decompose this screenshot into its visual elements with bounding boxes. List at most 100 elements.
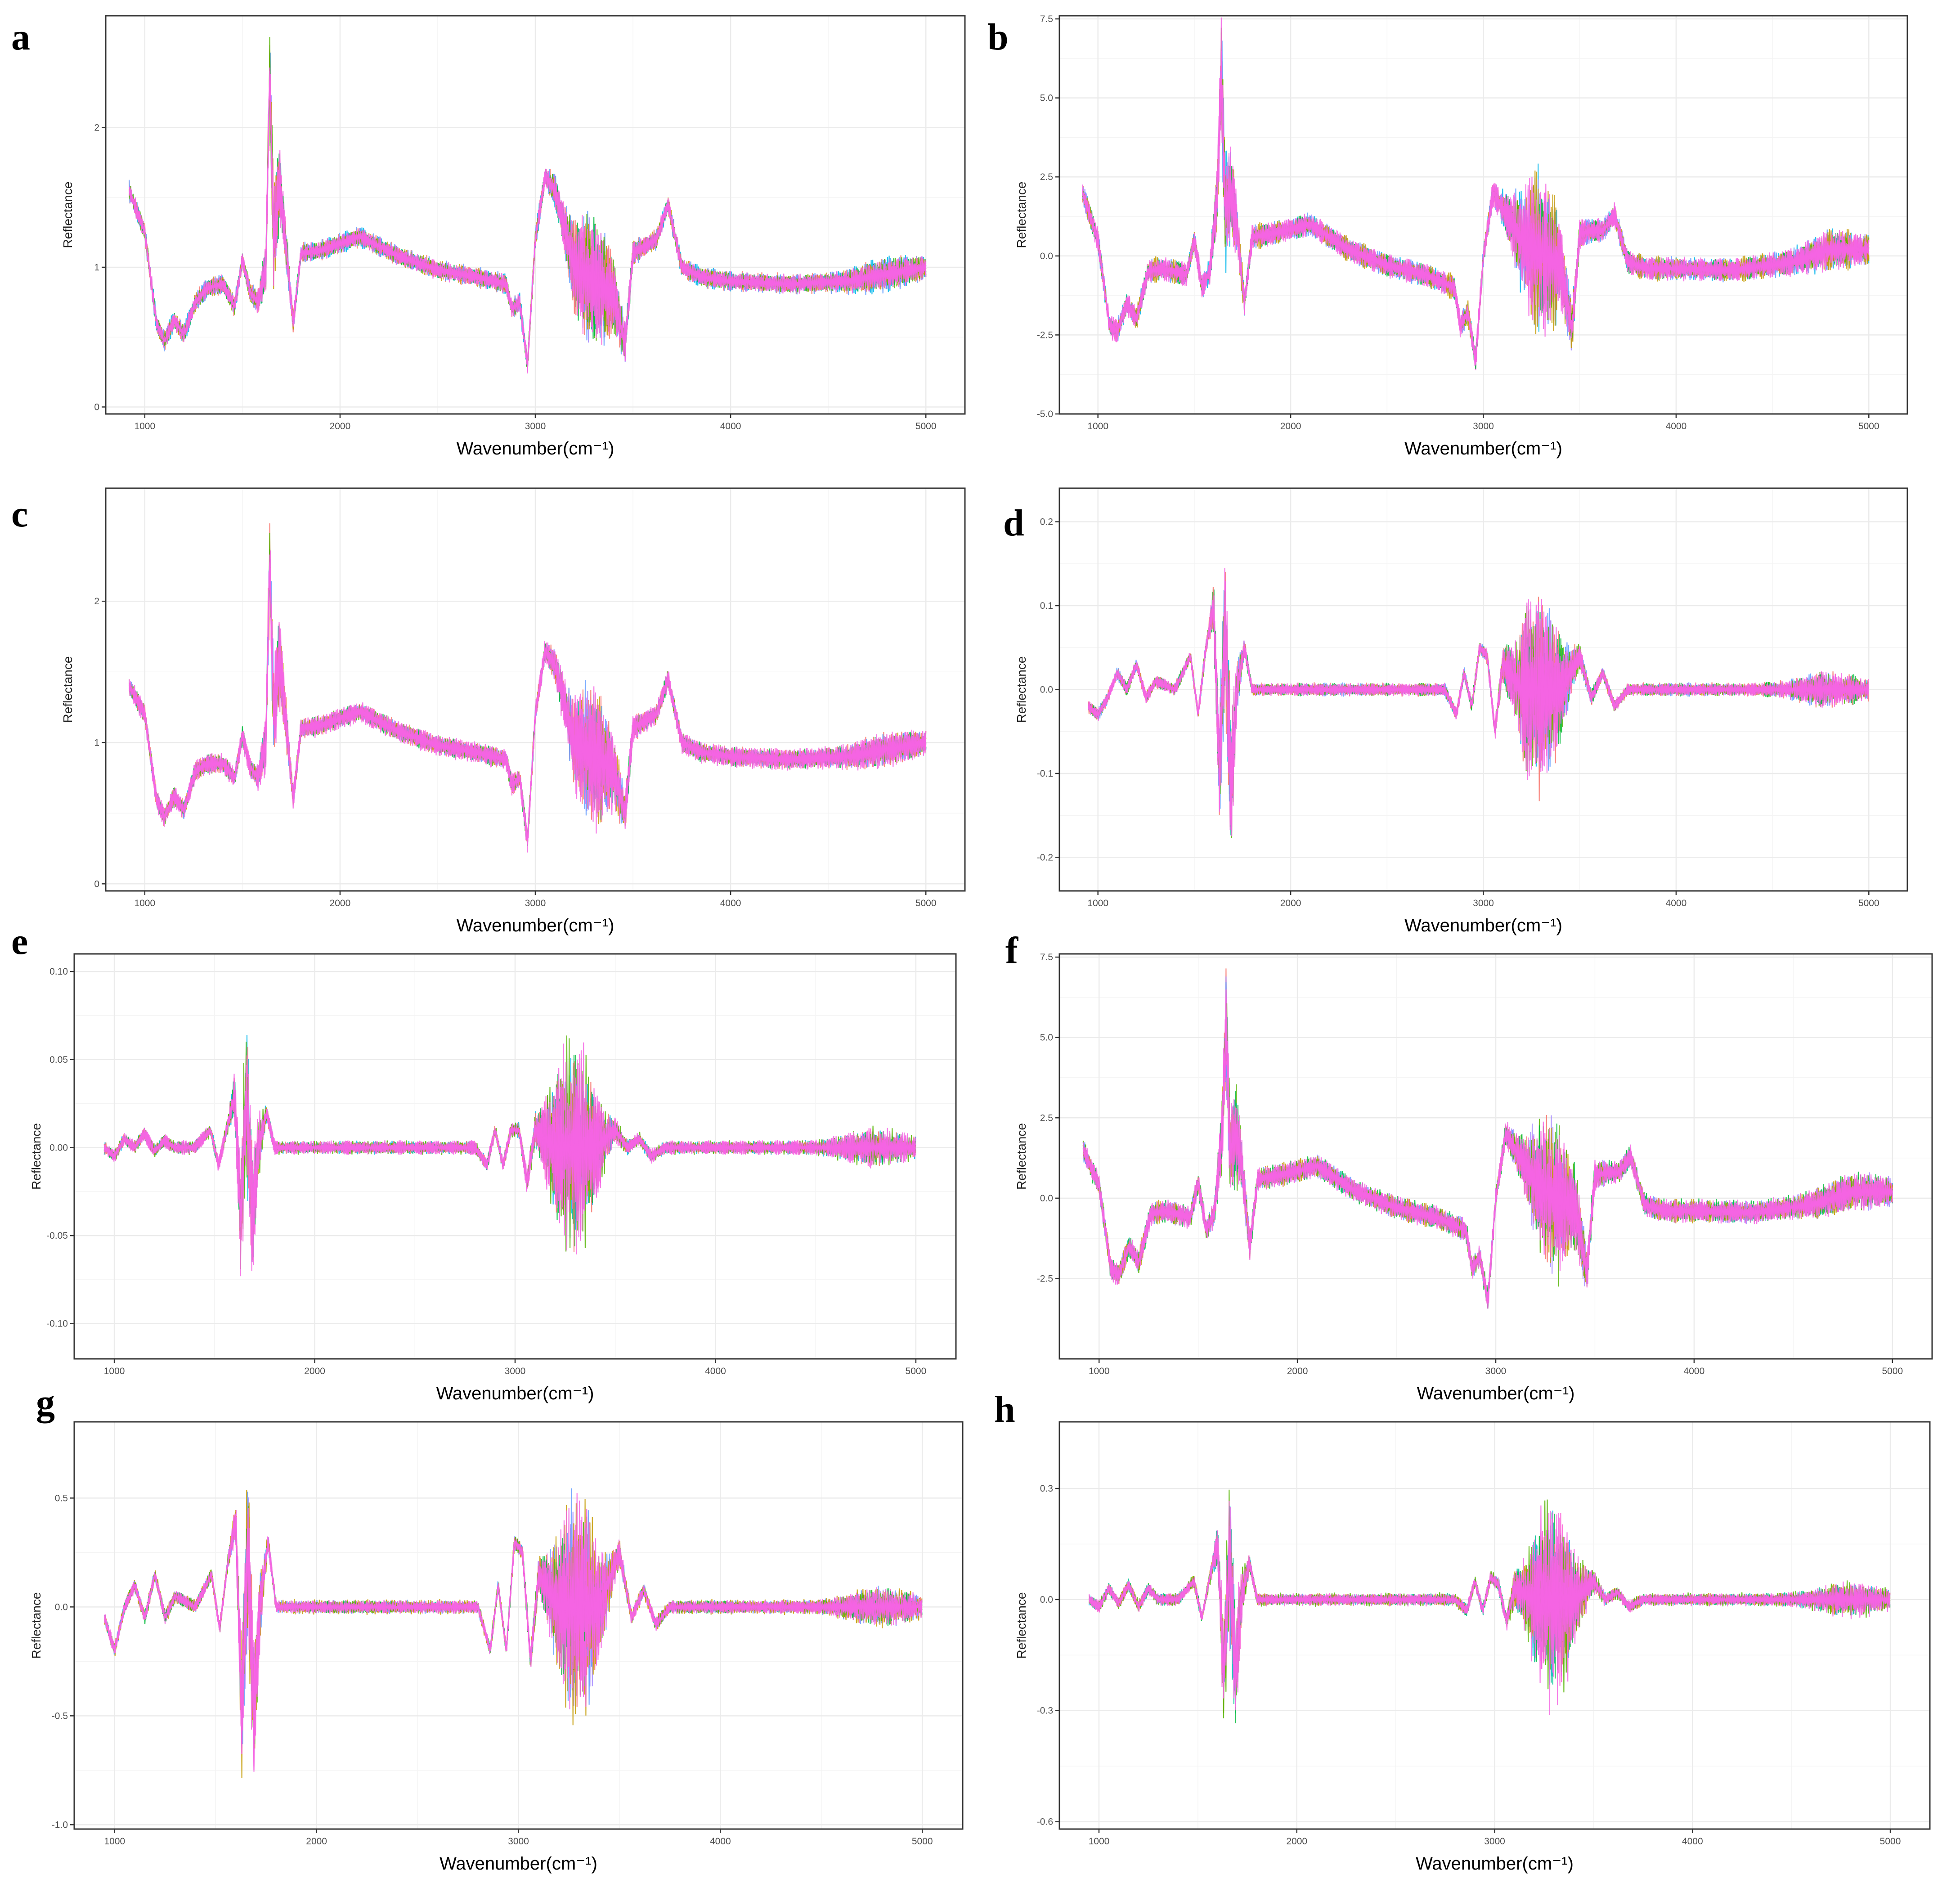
series-group	[1082, 17, 1870, 371]
y-tick-label: 0.1	[1040, 601, 1053, 611]
spectrum-line	[1082, 51, 1870, 366]
y-tick-label: 0.0	[1040, 251, 1053, 261]
y-axis-title: Reflectance	[61, 182, 75, 248]
series-group	[129, 37, 927, 374]
y-tick-label: 0.5	[55, 1493, 68, 1503]
x-tick-label: 2000	[1280, 421, 1301, 432]
x-tick-label: 2000	[330, 898, 351, 908]
x-tick-label: 3000	[1473, 898, 1494, 908]
series-group	[1088, 1489, 1891, 1724]
y-tick-label: 0.0	[1040, 1595, 1053, 1605]
x-tick-label: 5000	[912, 1836, 933, 1847]
x-tick-label: 2000	[1286, 1836, 1307, 1847]
y-tick-label: -0.2	[1037, 852, 1053, 863]
y-tick-label: 0.0	[1040, 685, 1053, 695]
x-tick-label: 2000	[306, 1836, 327, 1847]
x-tick-label: 1000	[1089, 1366, 1110, 1376]
x-axis-title: Wavenumber(cm⁻¹)	[436, 1384, 594, 1403]
x-tick-label: 5000	[1858, 421, 1879, 432]
y-tick-label: -0.05	[46, 1231, 68, 1241]
panel-label: b	[987, 16, 1009, 58]
y-axis-title: Reflectance	[29, 1123, 43, 1190]
x-tick-label: 1000	[1089, 1836, 1110, 1847]
x-axis-title: Wavenumber(cm⁻¹)	[1417, 1384, 1575, 1403]
y-tick-label: 0.0	[1040, 1193, 1053, 1204]
x-tick-label: 4000	[1666, 421, 1687, 432]
x-tick-label: 2000	[1287, 1366, 1308, 1376]
y-tick-label: 0	[94, 402, 99, 412]
x-tick-label: 1000	[134, 898, 155, 908]
panel-g: 1000 2000 3000 4000 5000 -1.0 -0.5 0.0 0.5 Wavenu…	[29, 1382, 964, 1874]
panel-label: g	[36, 1382, 55, 1424]
spectrum-line	[1088, 568, 1869, 805]
panel-f: 1000 2000 3000 4000 5000 -2.5 0.0 2.5 5.0 7.5 Wave…	[1005, 930, 1933, 1403]
panel-d: 1000 2000 3000 4000 5000 -0.2 -0.1 0.0 0.1 0.2 Wav…	[1003, 487, 1908, 935]
y-axis-title: Reflectance	[1014, 1123, 1028, 1190]
panel-label: f	[1005, 930, 1018, 971]
y-tick-label: -0.3	[1037, 1706, 1053, 1716]
x-tick-label: 4000	[720, 421, 741, 432]
spectrum-line	[129, 71, 927, 366]
y-tick-label: -1.0	[52, 1820, 68, 1830]
x-tick-label: 5000	[915, 421, 937, 432]
x-tick-label: 3000	[1484, 1836, 1505, 1847]
y-tick-label: 7.5	[1040, 952, 1053, 962]
y-axis-title: Reflectance	[1014, 1592, 1028, 1659]
y-axis-title: Reflectance	[1014, 656, 1028, 723]
y-tick-label: -0.1	[1037, 769, 1053, 779]
panel-a: 1000 2000 3000 4000 5000 0 1 2 Wavenumber(cm⁻¹) R…	[11, 15, 966, 459]
x-tick-label: 2000	[330, 421, 351, 432]
x-tick-label: 1000	[1087, 421, 1108, 432]
spectrum-line	[129, 567, 927, 843]
spectrum-line	[1088, 1501, 1891, 1715]
x-tick-label: 3000	[525, 898, 546, 908]
y-tick-label: 2.5	[1040, 1113, 1053, 1123]
panel-c: 1000 2000 3000 4000 5000 0 1 2 Wavenumber(cm⁻¹) R…	[11, 487, 966, 935]
y-tick-label: -5.0	[1037, 409, 1053, 419]
y-tick-label: 2	[94, 596, 99, 607]
panel-e: 1000 2000 3000 4000 5000 -0.10 -0.05 0.00 0.05 0.…	[11, 921, 957, 1403]
x-tick-label: 1000	[104, 1836, 125, 1847]
x-tick-label: 5000	[915, 898, 937, 908]
x-tick-label: 4000	[720, 898, 741, 908]
y-tick-label: 0.10	[49, 966, 68, 977]
y-tick-label: 0.3	[1040, 1483, 1053, 1494]
spectrum-line	[129, 87, 927, 364]
series-group	[103, 1035, 916, 1277]
y-tick-label: -0.10	[46, 1319, 68, 1329]
x-axis-title: Wavenumber(cm⁻¹)	[457, 439, 614, 459]
panel-label: a	[11, 16, 30, 58]
x-axis-title: Wavenumber(cm⁻¹)	[1404, 439, 1562, 459]
x-tick-label: 3000	[1473, 421, 1494, 432]
x-tick-label: 5000	[906, 1366, 927, 1376]
x-axis-title: Wavenumber(cm⁻¹)	[1416, 1854, 1574, 1874]
y-tick-label: 0.0	[55, 1602, 68, 1612]
x-tick-label: 5000	[1882, 1366, 1903, 1376]
y-tick-label: 0.2	[1040, 517, 1053, 527]
x-tick-label: 3000	[1485, 1366, 1507, 1376]
y-tick-label: 5.0	[1040, 1033, 1053, 1043]
x-tick-label: 4000	[1684, 1366, 1705, 1376]
x-tick-label: 2000	[1280, 898, 1301, 908]
spectrum-line	[1082, 62, 1870, 364]
y-tick-label: 0.05	[49, 1055, 68, 1065]
x-tick-label: 5000	[1880, 1836, 1901, 1847]
y-tick-label: 0.00	[49, 1142, 68, 1153]
spectrum-line	[104, 1515, 923, 1719]
x-tick-label: 3000	[505, 1366, 526, 1376]
series-group	[129, 523, 927, 853]
x-tick-label: 1000	[134, 421, 155, 432]
y-tick-label: 1	[94, 262, 99, 273]
x-axis-title: Wavenumber(cm⁻¹)	[1404, 916, 1562, 935]
x-tick-label: 4000	[1666, 898, 1687, 908]
y-axis-title: Reflectance	[61, 656, 75, 723]
y-tick-label: -2.5	[1037, 330, 1053, 340]
spectrum-line	[103, 1065, 916, 1221]
spectrum-line	[1082, 63, 1870, 362]
y-tick-label: 7.5	[1040, 14, 1053, 24]
panel-label: d	[1003, 502, 1024, 544]
x-tick-label: 2000	[304, 1366, 325, 1376]
panel-label: h	[994, 1389, 1015, 1430]
x-axis-title: Wavenumber(cm⁻¹)	[440, 1854, 597, 1874]
